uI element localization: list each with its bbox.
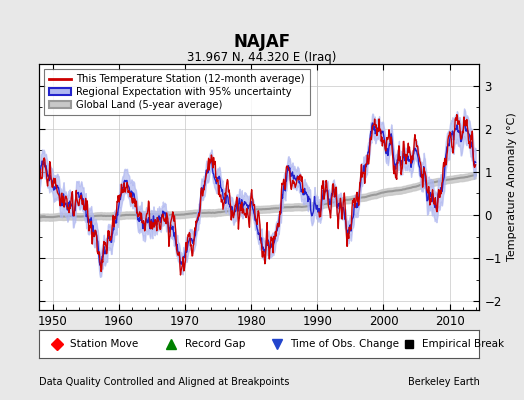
Y-axis label: Temperature Anomaly (°C): Temperature Anomaly (°C) (507, 113, 517, 261)
Text: Data Quality Controlled and Aligned at Breakpoints: Data Quality Controlled and Aligned at B… (39, 377, 290, 387)
Legend: This Temperature Station (12-month average), Regional Expectation with 95% uncer: This Temperature Station (12-month avera… (45, 69, 310, 115)
Text: Berkeley Earth: Berkeley Earth (408, 377, 479, 387)
Text: Time of Obs. Change: Time of Obs. Change (290, 339, 399, 349)
Text: Record Gap: Record Gap (184, 339, 245, 349)
Text: NAJAF: NAJAF (233, 33, 291, 51)
Text: Empirical Break: Empirical Break (422, 339, 505, 349)
Text: Station Move: Station Move (70, 339, 138, 349)
Text: 31.967 N, 44.320 E (Iraq): 31.967 N, 44.320 E (Iraq) (187, 52, 337, 64)
